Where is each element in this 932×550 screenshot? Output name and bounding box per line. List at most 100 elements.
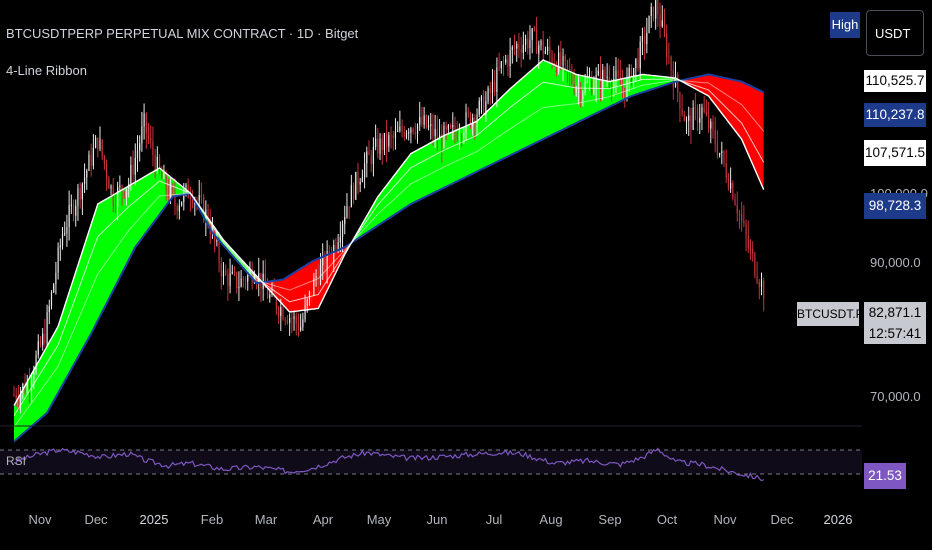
bear-ribbon-segment [682,74,764,190]
candle-body [498,67,500,69]
rsi-value-tag: 21.53 [864,463,906,489]
candle-body [324,256,326,270]
candle-body [586,81,588,83]
candle-body [707,114,710,129]
candle-body [419,116,421,125]
candle-body [652,6,655,19]
candle-body [738,213,741,215]
candle-body [615,70,617,80]
candle-body [480,96,483,101]
candle-body [723,151,725,163]
candle-body [130,164,132,184]
candle-body [158,156,161,172]
candle-body [538,45,540,54]
candle-body [655,0,657,19]
candle-body [165,172,167,191]
candle-body [289,318,291,323]
candle-body [705,111,707,115]
candle-body [602,70,604,88]
candle-body [685,120,688,122]
candle-body [388,135,390,147]
candles [13,0,765,414]
candle-body [641,36,644,42]
candle-body [50,292,53,307]
time-tick-label: May [366,512,392,527]
time-tick-label: Apr [312,512,334,527]
candle-body [174,192,176,206]
price-tag-4: 98,728.3 [864,193,926,219]
currency-button[interactable]: USDT [866,10,924,56]
candle-body [269,294,271,298]
candle-body [370,154,372,165]
price-tick-70000: 70,000.0 [870,389,921,404]
time-tick-label: Nov [28,512,52,527]
candle-body [386,132,388,147]
candle-body [648,15,650,33]
candle-body [207,209,209,224]
candle-body [13,394,15,396]
candle-body [467,112,469,114]
candle-body [436,129,438,140]
candle-body [119,185,121,188]
candle-body [123,191,125,197]
candle-body [355,171,357,200]
candle-body [139,143,141,151]
candle-body [136,150,139,158]
candle-body [61,233,64,246]
time-tick-label: Dec [84,512,108,527]
candle-body [37,341,39,355]
candle-body [328,251,330,260]
candle-body [273,289,275,298]
candle-body [330,259,333,263]
candle-body [42,333,44,346]
candle-body [363,163,366,178]
candle-body [242,278,244,280]
candle-body [509,50,511,67]
candle-body [286,320,289,323]
candle-body [317,276,319,285]
candle-body [326,251,328,270]
candle-body [117,187,119,207]
candle-body [196,200,198,202]
candle-body [403,131,405,138]
candle-body [443,125,445,148]
candle-body [313,278,315,296]
candle-body [663,20,666,34]
bull-ribbon-segment [14,168,264,442]
ribbon-inner-line-1 [13,78,765,416]
rsi-pane-label[interactable]: RSI [6,454,27,468]
high-button[interactable]: High [830,12,860,38]
candle-body [571,72,573,83]
candle-body [591,80,593,94]
candle-body [233,271,236,273]
candle-body [59,245,61,248]
candle-body [172,186,174,193]
candle-body [626,77,628,99]
candle-body [99,139,101,149]
candle-body [529,40,531,49]
candle-body [747,235,749,248]
candle-body [427,125,430,128]
candle-body [92,147,94,166]
candle-body [75,205,77,216]
time-tick-label: Aug [539,512,563,527]
candle-body [156,156,158,172]
candle-body [520,49,522,53]
candle-body [15,395,17,399]
candle-body [555,64,558,72]
candle-body [533,28,535,30]
candle-body [551,53,553,64]
candle-body [375,138,377,147]
ribbon-inner-line-2 [13,79,765,428]
candle-body [421,116,423,125]
ma-ribbon [14,60,764,442]
price-tag-3: 107,571.5 [864,140,926,166]
candle-body [732,182,734,199]
candle-body [293,316,295,320]
candle-body [203,197,205,221]
candle-body [264,273,266,288]
indicator-label[interactable]: 4-Line Ribbon [6,63,87,78]
candle-body [311,291,313,296]
candle-body [487,88,489,102]
